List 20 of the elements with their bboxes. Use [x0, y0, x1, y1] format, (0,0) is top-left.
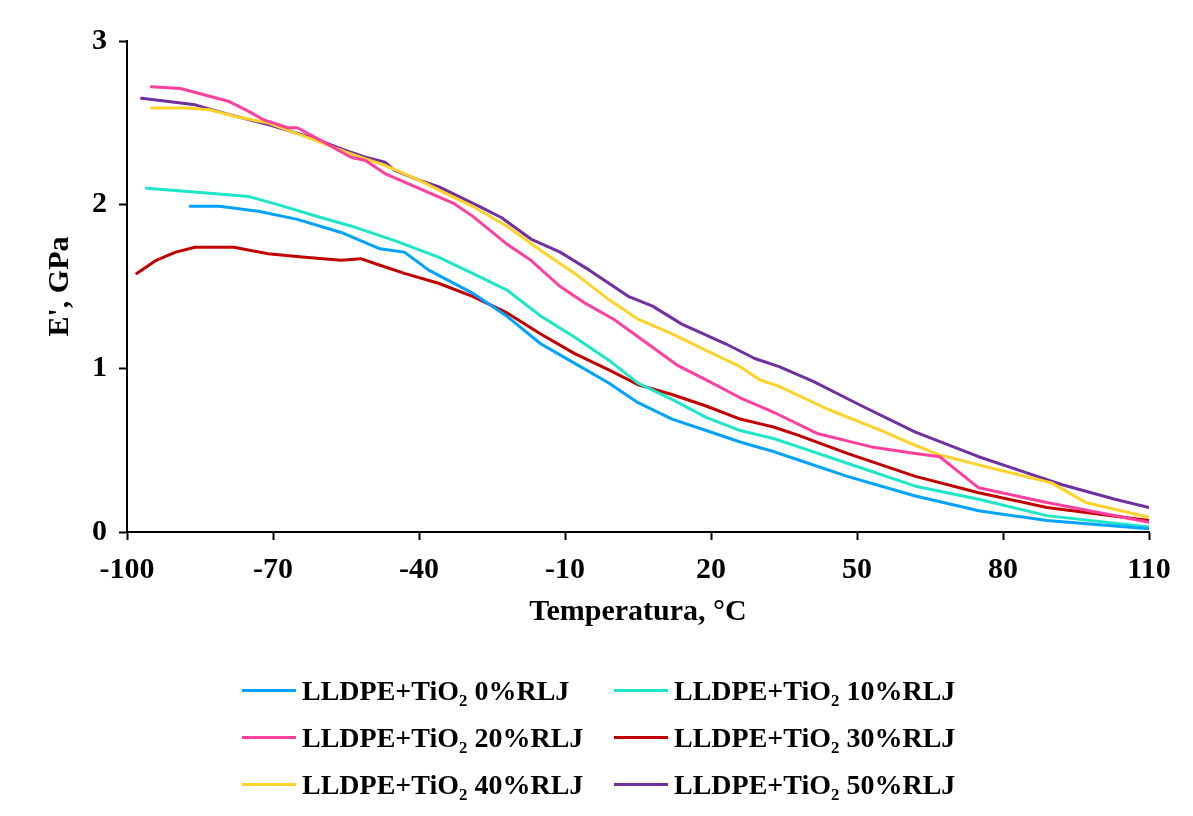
legend-label: LLDPE+TiO₂ 20%RLJ: [302, 721, 584, 754]
y-tick-label: 2: [92, 185, 107, 219]
legend-label: LLDPE+TiO₂ 50%RLJ: [674, 768, 956, 801]
x-tick-label: -40: [399, 550, 439, 584]
y-tick-label: 1: [92, 349, 107, 383]
x-tick-label: 50: [842, 550, 872, 584]
x-tick-label: -100: [99, 550, 155, 584]
y-axis-title: E', GPa: [40, 236, 74, 337]
x-tick-label: 80: [988, 550, 1018, 584]
legend-label: LLDPE+TiO₂ 10%RLJ: [674, 674, 956, 707]
legend-label: LLDPE+TiO₂ 40%RLJ: [302, 768, 584, 801]
y-tick-label: 3: [92, 21, 107, 55]
legend-label: LLDPE+TiO₂ 0%RLJ: [302, 674, 570, 707]
x-tick-label: 20: [696, 550, 726, 584]
x-axis-title: Temperatura, °C: [529, 592, 747, 626]
y-tick-label: 0: [92, 512, 107, 546]
x-tick-label: -70: [253, 550, 293, 584]
x-tick-label: -10: [545, 550, 585, 584]
x-tick-label: 110: [1127, 550, 1171, 584]
legend-label: LLDPE+TiO₂ 30%RLJ: [674, 721, 956, 754]
